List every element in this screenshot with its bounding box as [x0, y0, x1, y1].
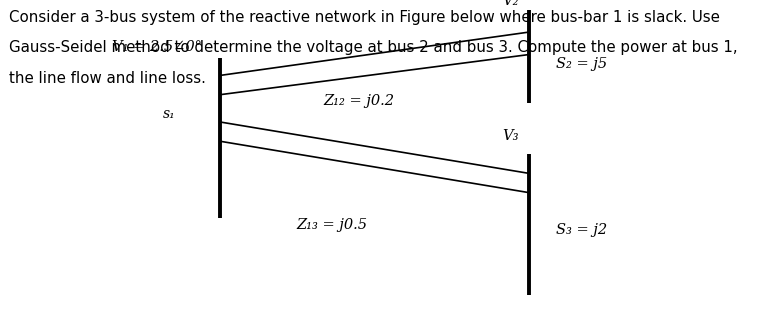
Text: S₂ = j5: S₂ = j5 [556, 57, 607, 71]
Text: Consider a 3-bus system of the reactive network in Figure below where bus-bar 1 : Consider a 3-bus system of the reactive … [9, 10, 720, 25]
Text: V₂: V₂ [503, 0, 519, 8]
Text: the line flow and line loss.: the line flow and line loss. [9, 71, 206, 86]
Text: V₁ = 2.5∠0°: V₁ = 2.5∠0° [112, 39, 202, 54]
Text: Z₁₃ = j0.5: Z₁₃ = j0.5 [296, 218, 367, 232]
Text: Gauss-Seidel method to determine the voltage at bus 2 and bus 3. Compute the pow: Gauss-Seidel method to determine the vol… [9, 40, 738, 55]
Text: V₃: V₃ [503, 129, 519, 143]
Text: Z₁₂ = j0.2: Z₁₂ = j0.2 [323, 94, 394, 108]
Text: s₁: s₁ [163, 107, 176, 121]
Text: S₃ = j2: S₃ = j2 [556, 222, 607, 237]
